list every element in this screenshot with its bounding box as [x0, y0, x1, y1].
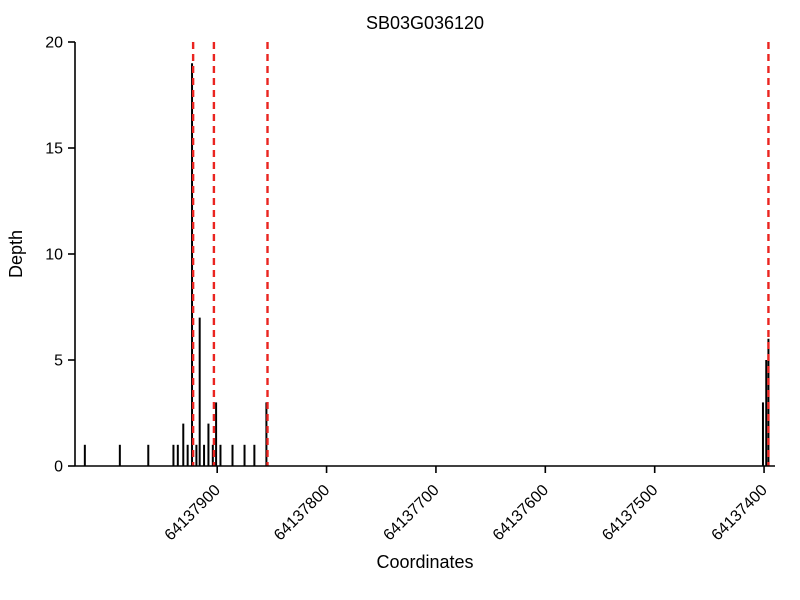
x-tick-label: 64137500 — [599, 482, 661, 544]
x-axis-label: Coordinates — [376, 552, 473, 572]
x-tick-label: 64137900 — [162, 482, 224, 544]
chart-title: SB03G036120 — [366, 13, 484, 33]
x-tick-label: 64137700 — [380, 482, 442, 544]
y-tick-label: 20 — [45, 35, 63, 52]
x-tick-label: 64137600 — [490, 482, 552, 544]
y-tick-label: 15 — [45, 141, 63, 158]
x-tick-label: 64137400 — [709, 482, 771, 544]
y-tick-label: 5 — [54, 353, 63, 370]
y-tick-label: 0 — [54, 459, 63, 476]
x-tick-label: 64137800 — [271, 482, 333, 544]
y-axis-label: Depth — [6, 230, 26, 278]
y-tick-label: 10 — [45, 247, 63, 264]
